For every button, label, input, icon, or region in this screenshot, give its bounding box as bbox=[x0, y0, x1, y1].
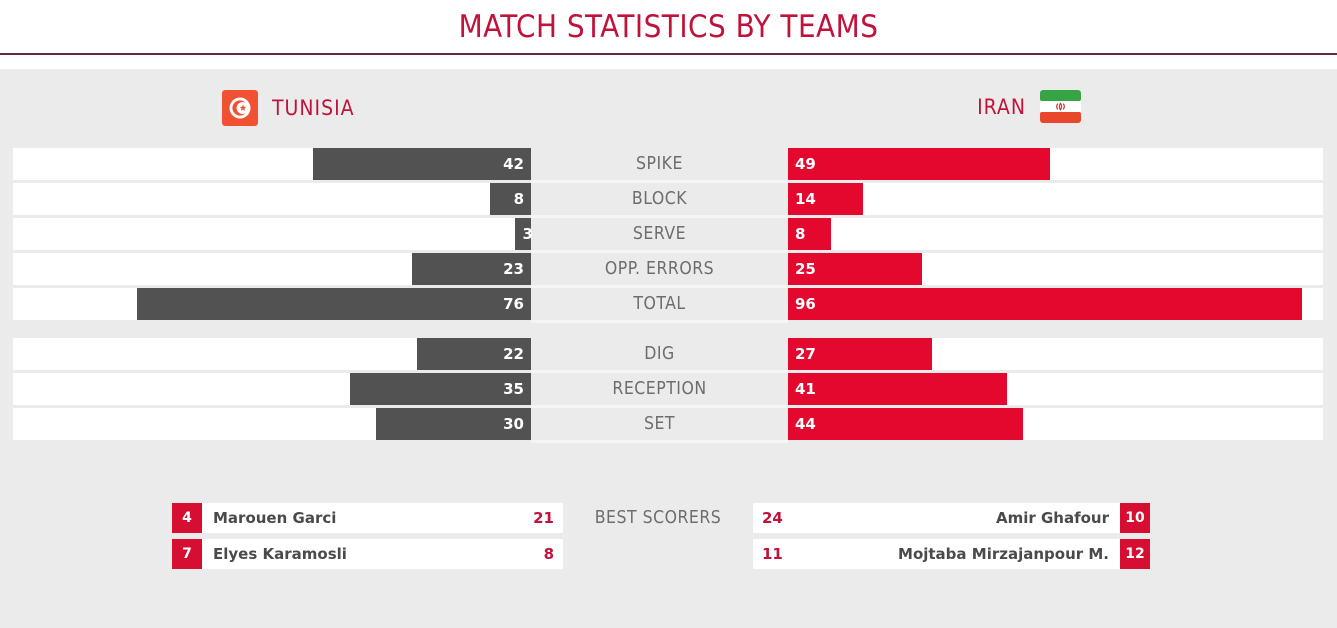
stat-track-right: 44 bbox=[788, 408, 1323, 440]
scorer-points: 21 bbox=[533, 509, 554, 527]
stat-bar-right: 27 bbox=[788, 338, 933, 370]
stat-value-left: 8 bbox=[513, 190, 524, 208]
stat-track-left: 23 bbox=[13, 253, 531, 285]
stat-bar-right: 49 bbox=[788, 148, 1051, 180]
stat-value-left: 23 bbox=[503, 260, 524, 278]
stat-track-right: 25 bbox=[788, 253, 1323, 285]
statistics-panel: TUNISIA IRAN 42 SPIKE 49 8 bbox=[0, 90, 1337, 628]
stat-bar-left: 8 bbox=[489, 183, 531, 215]
header: MATCH STATISTICS BY TEAMS bbox=[0, 0, 1337, 53]
iran-flag-icon bbox=[1040, 90, 1081, 123]
team-left: TUNISIA bbox=[222, 90, 355, 126]
stat-category-label: SET bbox=[531, 408, 788, 443]
stat-track-left: 76 bbox=[13, 288, 531, 320]
stat-value-right: 14 bbox=[795, 190, 816, 208]
stat-value-left: 42 bbox=[503, 155, 524, 173]
stat-bar-left: 23 bbox=[411, 253, 531, 285]
team-headers: TUNISIA IRAN bbox=[0, 90, 1337, 126]
best-scorers-left: 4 Marouen Garci 21 7 Elyes Karamosli 8 bbox=[172, 503, 563, 575]
stat-row: 30 SET 44 bbox=[13, 408, 1323, 443]
stat-row: 42 SPIKE 49 bbox=[13, 148, 1323, 183]
stat-category-label: OPP. ERRORS bbox=[531, 253, 788, 288]
stat-value-left: 30 bbox=[503, 415, 524, 433]
scorer-jersey-badge: 10 bbox=[1120, 503, 1150, 533]
stats-rows: 42 SPIKE 49 8 BLOCK 14 3 SERVE 8 23 OPP.… bbox=[0, 148, 1337, 443]
stat-category-label: TOTAL bbox=[531, 288, 788, 323]
scorer-row: 24 Amir Ghafour 10 bbox=[753, 503, 1150, 533]
stat-category-label: SPIKE bbox=[531, 148, 788, 183]
stat-value-left: 3 bbox=[522, 225, 533, 243]
stat-value-left: 35 bbox=[503, 380, 524, 398]
stat-track-left: 35 bbox=[13, 373, 531, 405]
team-right: IRAN bbox=[977, 90, 1081, 123]
stat-bar-right: 8 bbox=[788, 218, 831, 250]
stat-value-left: 76 bbox=[503, 295, 524, 313]
stat-row: 22 DIG 27 bbox=[13, 338, 1323, 373]
stat-track-right: 49 bbox=[788, 148, 1323, 180]
scorer-jersey-badge: 4 bbox=[172, 503, 202, 533]
stat-track-right: 96 bbox=[788, 288, 1323, 320]
stat-bar-left: 3 bbox=[515, 218, 533, 250]
best-scorers-section: 4 Marouen Garci 21 7 Elyes Karamosli 8 B… bbox=[0, 503, 1337, 569]
stat-value-right: 44 bbox=[795, 415, 816, 433]
stat-category-label: SERVE bbox=[531, 218, 788, 253]
stat-track-left: 22 bbox=[13, 338, 531, 370]
scorer-row: 4 Marouen Garci 21 bbox=[172, 503, 563, 533]
stat-row: 23 OPP. ERRORS 25 bbox=[13, 253, 1323, 288]
scorer-row: 11 Mojtaba Mirzajanpour M. 12 bbox=[753, 539, 1150, 569]
stat-row: 8 BLOCK 14 bbox=[13, 183, 1323, 218]
stat-value-right: 8 bbox=[795, 225, 806, 243]
header-spacer bbox=[0, 55, 1337, 69]
scorer-jersey-badge: 12 bbox=[1120, 539, 1150, 569]
scorer-name: Mojtaba Mirzajanpour M. bbox=[898, 545, 1109, 563]
stat-value-right: 49 bbox=[795, 155, 816, 173]
stat-value-right: 27 bbox=[795, 345, 816, 363]
stat-bar-left: 76 bbox=[137, 288, 531, 320]
page-title: MATCH STATISTICS BY TEAMS bbox=[458, 8, 879, 45]
stat-row: 35 RECEPTION 41 bbox=[13, 373, 1323, 408]
team-name-right: IRAN bbox=[977, 94, 1026, 119]
scorer-points: 8 bbox=[543, 545, 554, 563]
tunisia-flag-icon bbox=[222, 90, 258, 126]
scorer-name: Marouen Garci bbox=[213, 509, 337, 527]
stat-category-label: RECEPTION bbox=[531, 373, 788, 408]
best-scorers-right: 24 Amir Ghafour 10 11 Mojtaba Mirzajanpo… bbox=[753, 503, 1150, 575]
team-name-left: TUNISIA bbox=[272, 96, 355, 120]
stat-bar-right: 25 bbox=[788, 253, 922, 285]
stat-bar-right: 44 bbox=[788, 408, 1024, 440]
stat-bar-right: 41 bbox=[788, 373, 1008, 405]
stat-track-right: 14 bbox=[788, 183, 1323, 215]
header-divider bbox=[0, 53, 1337, 55]
stat-bar-left: 42 bbox=[313, 148, 531, 180]
stat-bar-right: 96 bbox=[788, 288, 1302, 320]
best-scorers-label: BEST SCORERS bbox=[594, 508, 722, 528]
stat-track-right: 27 bbox=[788, 338, 1323, 370]
stat-track-right: 8 bbox=[788, 218, 1323, 250]
stat-track-left: 42 bbox=[13, 148, 531, 180]
stat-bar-left: 30 bbox=[375, 408, 531, 440]
scorer-name: Elyes Karamosli bbox=[213, 545, 347, 563]
scorer-points: 11 bbox=[762, 545, 783, 563]
stat-value-right: 41 bbox=[795, 380, 816, 398]
stat-track-left: 8 bbox=[13, 183, 531, 215]
stat-bar-left: 35 bbox=[349, 373, 531, 405]
stat-row: 76 TOTAL 96 bbox=[13, 288, 1323, 323]
scorer-points: 24 bbox=[762, 509, 783, 527]
stat-track-left: 3 bbox=[13, 218, 533, 250]
stat-value-right: 25 bbox=[795, 260, 816, 278]
scorer-name: Amir Ghafour bbox=[995, 509, 1109, 527]
stat-category-label: BLOCK bbox=[531, 183, 788, 218]
stat-value-left: 22 bbox=[503, 345, 524, 363]
stat-value-right: 96 bbox=[795, 295, 816, 313]
scorer-jersey-badge: 7 bbox=[172, 539, 202, 569]
stat-track-right: 41 bbox=[788, 373, 1323, 405]
scorer-row: 7 Elyes Karamosli 8 bbox=[172, 539, 563, 569]
stat-bar-right: 14 bbox=[788, 183, 863, 215]
stat-track-left: 30 bbox=[13, 408, 531, 440]
stat-bar-left: 22 bbox=[417, 338, 531, 370]
stat-row: 3 SERVE 8 bbox=[13, 218, 1323, 253]
stat-category-label: DIG bbox=[531, 338, 788, 373]
